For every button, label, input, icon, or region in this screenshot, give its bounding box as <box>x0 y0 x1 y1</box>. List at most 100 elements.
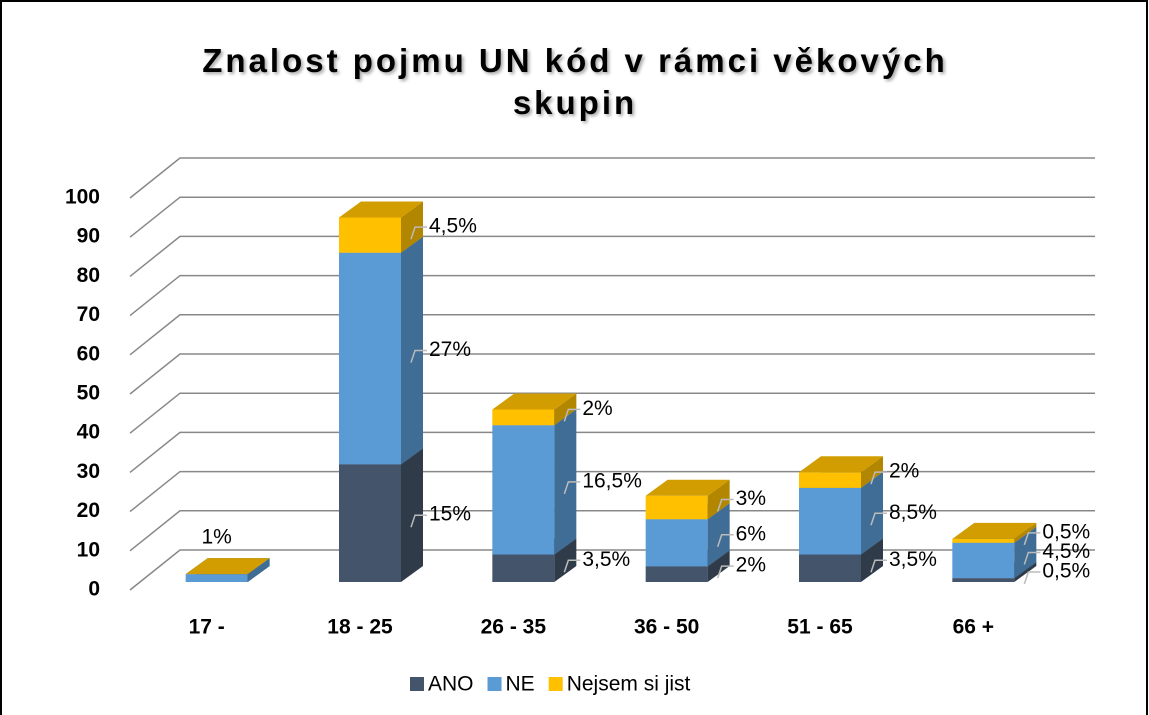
bar-segment <box>339 201 423 253</box>
y-tick-label: 40 <box>77 421 100 444</box>
bar-face <box>1014 522 1037 543</box>
data-label: 2% <box>582 397 612 420</box>
legend-label: NE <box>506 673 535 696</box>
bar-face <box>185 574 248 582</box>
data-label: 27% <box>429 338 471 361</box>
bar-face <box>645 495 708 520</box>
grid-line <box>129 549 1095 591</box>
bar-face <box>952 578 1015 582</box>
leader-line <box>410 226 427 240</box>
bar-face <box>799 456 883 473</box>
bar-face <box>952 542 1015 579</box>
grid-line <box>129 274 1095 317</box>
leader-line <box>410 514 427 528</box>
y-tick-label: 100 <box>65 186 100 209</box>
bar-face <box>339 217 401 253</box>
data-label: 3,5% <box>582 548 630 571</box>
legend-swatch <box>487 677 502 691</box>
leader-line <box>870 559 887 573</box>
bar-face <box>799 554 861 582</box>
grid-line <box>129 392 1095 434</box>
x-tick-label: 18 - 25 <box>327 616 393 639</box>
bar-face <box>799 472 861 488</box>
leader-line <box>1023 532 1041 546</box>
grid-line <box>129 235 1095 277</box>
grid-line <box>129 431 1095 473</box>
bar-face <box>339 464 401 582</box>
data-label: 8,5% <box>889 501 937 524</box>
leader-line <box>716 565 734 579</box>
leader-line <box>1023 551 1041 565</box>
legend-label: Nejsem si jist <box>567 673 691 696</box>
grid-line <box>129 510 1095 552</box>
bar-face <box>492 554 555 582</box>
bar-segment <box>339 448 423 582</box>
data-label: 2% <box>889 460 919 483</box>
data-label: 15% <box>429 503 471 526</box>
data-label: 4,5% <box>429 215 477 238</box>
x-tick-label: 26 - 35 <box>481 616 547 639</box>
bar-segment <box>492 409 577 555</box>
data-label: 2% <box>736 554 766 577</box>
bar-face <box>554 393 577 426</box>
grid-line <box>129 157 1095 199</box>
data-label: 0,5% <box>1042 560 1090 583</box>
data-label: 0,5% <box>1042 520 1090 543</box>
bar-segment <box>185 558 270 575</box>
bar-segment <box>799 456 883 488</box>
data-label: 16,5% <box>582 469 642 492</box>
y-tick-label: 80 <box>77 264 100 287</box>
y-tick-label: 50 <box>77 382 100 405</box>
bar-face <box>1014 562 1037 582</box>
leader-line <box>1023 571 1041 585</box>
bar-segment <box>339 236 423 465</box>
leader-line <box>716 534 734 548</box>
bar-face <box>861 456 883 488</box>
bar-face <box>645 479 730 496</box>
y-tick-label: 60 <box>77 342 100 365</box>
y-tick-label: 20 <box>77 499 100 522</box>
bar-face <box>492 425 555 555</box>
bar-face <box>401 201 423 253</box>
bar-face <box>401 448 423 582</box>
bar-face <box>707 550 730 582</box>
bar-face <box>492 409 555 426</box>
bar-face <box>645 566 708 582</box>
bar-face <box>707 479 730 520</box>
bar-face <box>247 558 270 582</box>
leader-line <box>410 349 427 363</box>
y-tick-label: 10 <box>77 538 100 561</box>
bar-face <box>401 236 423 465</box>
y-tick-label: 70 <box>77 303 100 326</box>
bar-face <box>861 538 883 582</box>
bar-face <box>339 252 401 465</box>
bar-segment <box>492 393 577 426</box>
bar-segment <box>952 522 1037 543</box>
bar-face <box>492 393 577 410</box>
x-tick-label: 36 - 50 <box>634 616 699 639</box>
bar-segment <box>645 479 730 520</box>
bar-face <box>861 471 883 555</box>
bar-face <box>554 409 577 555</box>
bar-face <box>799 487 861 555</box>
bar-face <box>952 522 1037 539</box>
chart-title: Znalost pojmu UN kód v rámci věkových sk… <box>202 42 948 121</box>
bar-face <box>339 201 423 218</box>
leader-line <box>563 559 581 573</box>
x-tick-label: 17 - <box>189 616 225 639</box>
legend-swatch <box>410 677 424 691</box>
leader-line <box>563 481 581 495</box>
leader-line <box>716 498 734 512</box>
grid-line <box>129 314 1095 356</box>
legend-swatch <box>548 677 563 691</box>
grid-line <box>129 196 1095 238</box>
data-label: 3% <box>736 487 766 510</box>
x-tick-label: 66 + <box>953 616 994 639</box>
data-label: 4,5% <box>1042 540 1090 563</box>
y-tick-label: 30 <box>77 460 100 483</box>
leader-line <box>870 512 887 526</box>
leader-line <box>563 408 581 422</box>
bar-face <box>185 558 270 575</box>
y-tick-label: 0 <box>88 578 100 601</box>
